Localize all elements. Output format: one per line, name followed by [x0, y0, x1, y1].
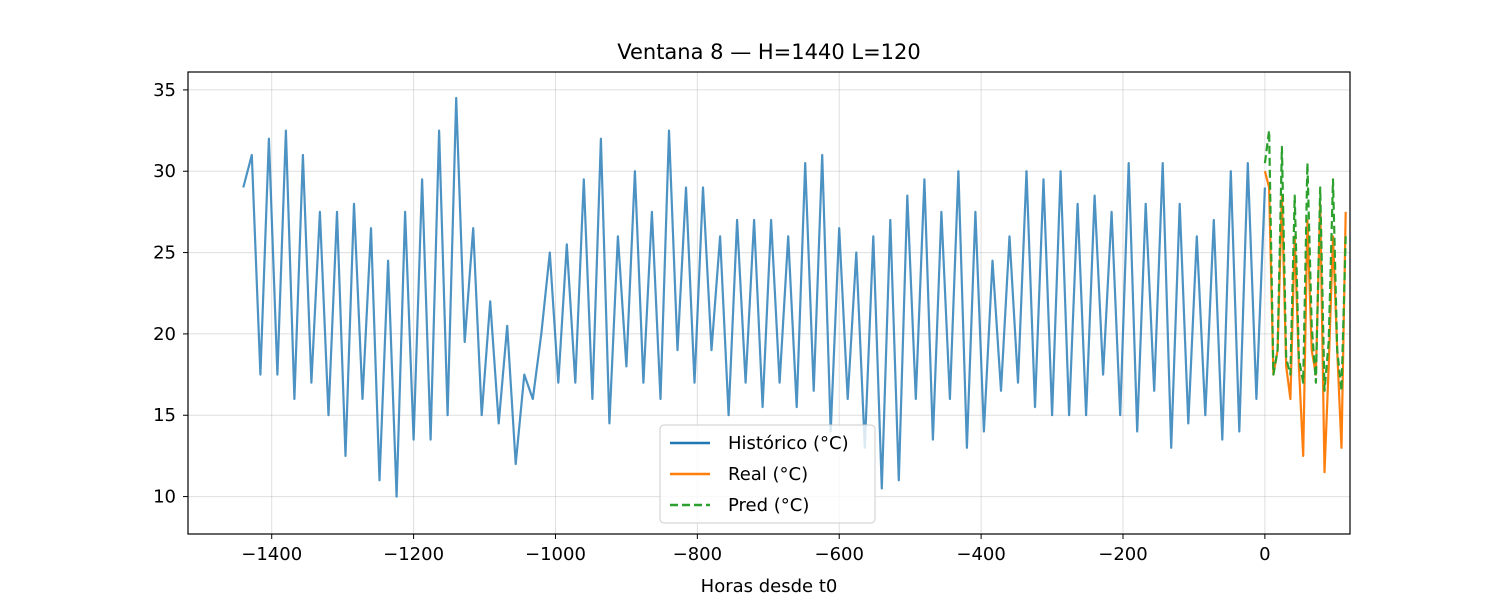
legend-label: Histórico (°C)	[728, 433, 849, 454]
x-tick-label: −800	[673, 544, 722, 565]
y-axis: 10 15 20 25 30 35	[153, 80, 188, 508]
legend-label: Real (°C)	[728, 464, 808, 485]
x-tick-label: −600	[815, 544, 864, 565]
plot-frame	[187, 71, 1351, 535]
y-tick-label: 25	[153, 243, 176, 264]
y-tick-label: 10	[153, 487, 176, 508]
x-axis-label: Horas desde t0	[701, 576, 838, 597]
y-tick-label: 35	[153, 80, 176, 101]
x-tick-label: −1200	[383, 544, 444, 565]
x-tick-label: −1400	[241, 544, 302, 565]
x-tick-label: −400	[956, 544, 1005, 565]
x-axis: −1400 −1200 −1000 −800 −600 −400 −200 0	[241, 534, 1271, 565]
series-line-0	[242, 96, 1266, 498]
y-tick-label: 15	[153, 405, 176, 426]
y-tick-label: 30	[153, 161, 176, 182]
legend: Histórico (°C) Real (°C) Pred (°C)	[659, 424, 876, 524]
legend-label: Pred (°C)	[728, 495, 809, 516]
x-tick-label: 0	[1259, 544, 1270, 565]
y-tick-label: 20	[153, 324, 176, 345]
x-tick-label: −200	[1098, 544, 1147, 565]
chart-title: Ventana 8 — H=1440 L=120	[617, 40, 921, 64]
series-lines	[242, 96, 1347, 498]
x-tick-label: −1000	[525, 544, 586, 565]
legend-box	[659, 424, 876, 524]
